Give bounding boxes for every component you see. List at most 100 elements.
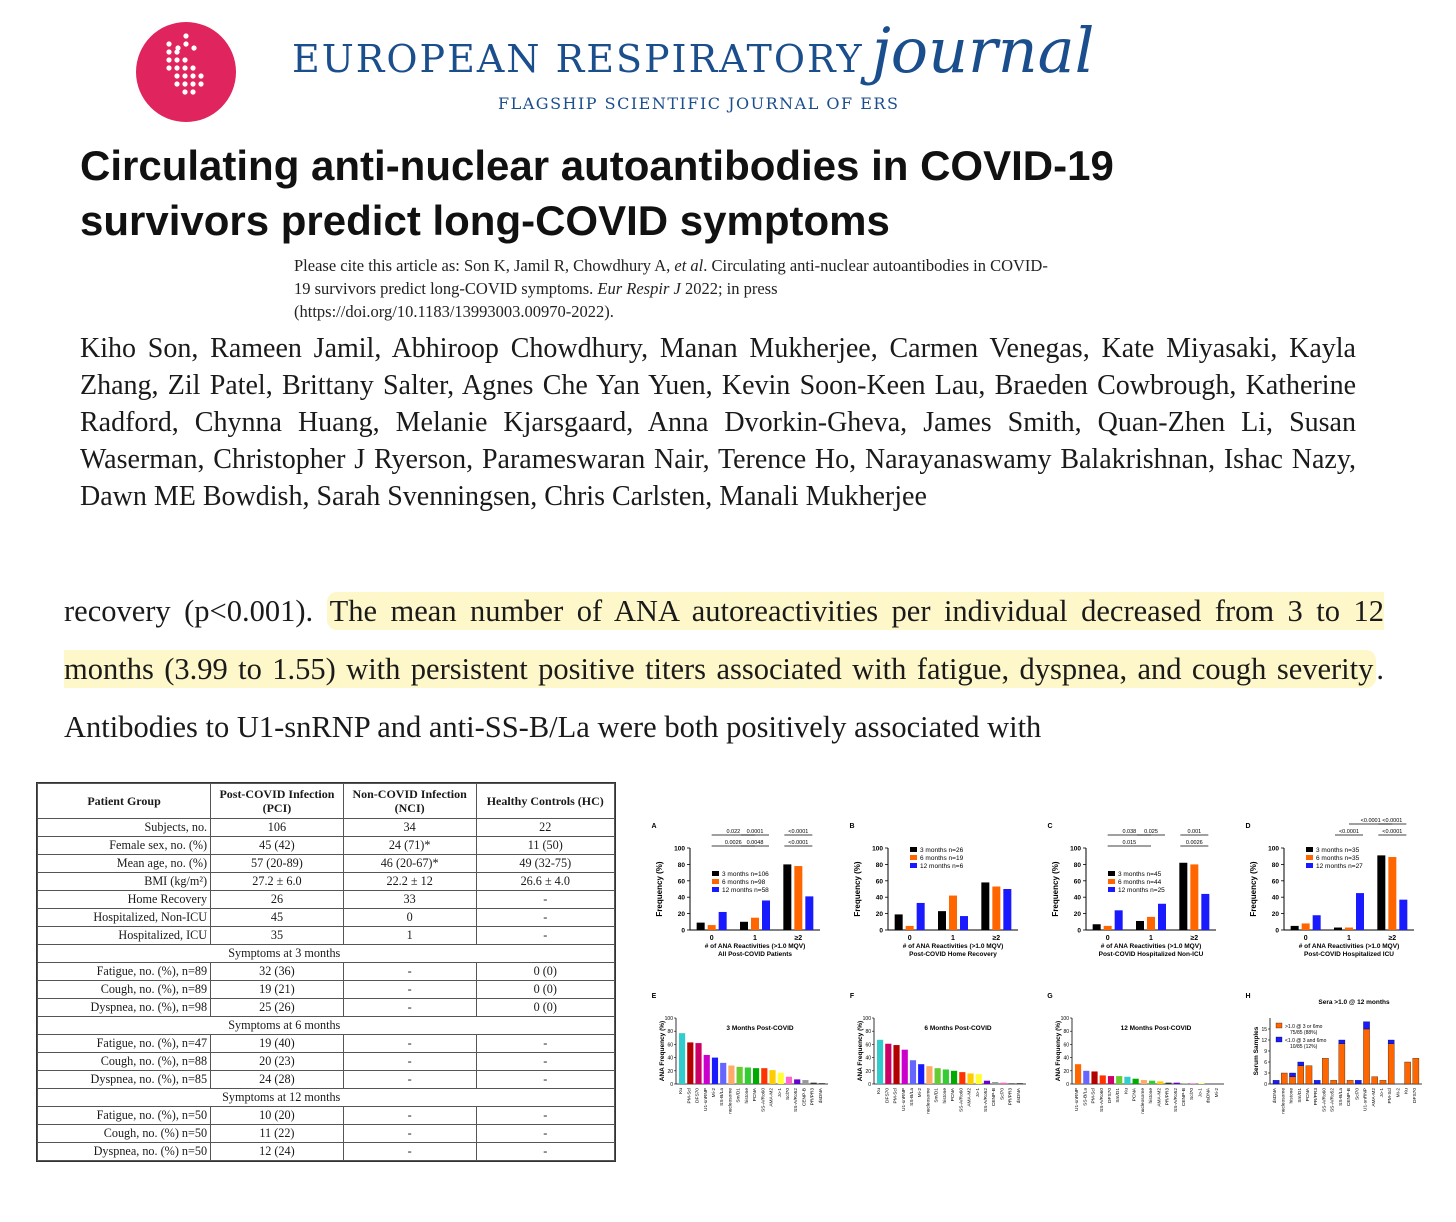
y-tick-label: 40 bbox=[667, 1056, 673, 1062]
bar bbox=[1356, 893, 1364, 930]
x-tick-label: PR/PR3 bbox=[1165, 1088, 1171, 1106]
table-row-label: Mean age, no. (%) bbox=[36, 854, 212, 873]
p-value-label: <0.0001 bbox=[788, 840, 808, 846]
table-cell: 12 (24) bbox=[210, 1142, 344, 1161]
bar bbox=[1198, 1083, 1205, 1084]
bar bbox=[1147, 916, 1155, 930]
x-tick-label: DFS70 bbox=[884, 1088, 890, 1103]
table-header-cell: Patient Group bbox=[36, 783, 212, 819]
table-row-label: Fatigue, no. (%), n=50 bbox=[36, 1106, 212, 1125]
bar bbox=[1124, 1076, 1131, 1084]
x-tick-label: AMA-M2 bbox=[769, 1088, 775, 1107]
x-tick-label: AMA-M2 bbox=[1156, 1088, 1162, 1107]
legend-swatch bbox=[1306, 863, 1313, 868]
bar bbox=[1404, 1061, 1411, 1085]
y-axis-label: Frequency (%) bbox=[655, 861, 664, 916]
p-value-label: 0.0048 bbox=[747, 840, 764, 846]
bar bbox=[783, 864, 792, 930]
logo-dot bbox=[166, 41, 172, 47]
logo-dot bbox=[175, 45, 181, 51]
y-tick-label: 20 bbox=[876, 911, 884, 918]
x-tick-label: SS-A/Ro52 bbox=[793, 1088, 799, 1112]
citation-etal: et al bbox=[674, 256, 704, 275]
table-cell: 0 (0) bbox=[475, 980, 615, 999]
legend-label: 3 months n=106 bbox=[722, 871, 769, 878]
bar bbox=[695, 1043, 702, 1084]
bar bbox=[942, 1069, 949, 1084]
table-cell: - bbox=[475, 1034, 615, 1053]
y-tick-label: 0 bbox=[681, 928, 685, 935]
y-axis-label: Frequency (%) bbox=[1249, 861, 1258, 916]
y-tick-label: 12 bbox=[1261, 1038, 1267, 1044]
p-value-label: <0.0001 bbox=[1339, 829, 1359, 835]
legend-swatch bbox=[1306, 847, 1313, 852]
author-list: Kiho Son, Rameen Jamil, Abhiroop Chowdhu… bbox=[80, 333, 1356, 512]
bar bbox=[1190, 1083, 1197, 1084]
logo-dot bbox=[182, 57, 188, 63]
x-tick-label: PCNA bbox=[752, 1087, 758, 1101]
bar bbox=[894, 914, 903, 930]
bar bbox=[1338, 1043, 1346, 1085]
y-tick-label: 100 bbox=[665, 1016, 674, 1022]
bar bbox=[1388, 857, 1397, 930]
x-tick-label: dsDNA bbox=[1016, 1087, 1022, 1103]
bar bbox=[1114, 910, 1123, 930]
bar bbox=[777, 1072, 784, 1084]
citation-mid: . Circulating anti-nuclear autoantibodie… bbox=[294, 256, 1048, 298]
y-tick-label: 100 bbox=[1061, 1016, 1070, 1022]
x-tick-label: PCNA bbox=[1305, 1087, 1311, 1101]
bar bbox=[753, 1068, 760, 1084]
table-section-label: Symptoms at 6 months bbox=[37, 1016, 344, 1035]
logo-dot bbox=[190, 81, 196, 87]
table-cell: 19 (21) bbox=[210, 980, 344, 999]
legend-label: <1.0 @ 3 and 6mo bbox=[1285, 1038, 1327, 1044]
table-cell: 34 bbox=[342, 818, 477, 837]
legend-label: 6 months n=19 bbox=[920, 855, 964, 862]
bar bbox=[687, 1042, 694, 1084]
x-tick-label: SS-A/Ro60 bbox=[1321, 1088, 1327, 1112]
table-cell: 26 bbox=[210, 890, 344, 909]
x-axis-label: # of ANA Reactivities (>1.0 MQV) bbox=[705, 943, 805, 950]
bar bbox=[1379, 1080, 1387, 1085]
x-tick-label: SS-A/Ro52 bbox=[1330, 1088, 1336, 1112]
x-tick-label: Scl70 bbox=[1189, 1088, 1195, 1100]
x-tick-label: 0 bbox=[1304, 935, 1308, 942]
bar bbox=[926, 1066, 933, 1084]
x-tick-label: AMA-M2 bbox=[967, 1088, 973, 1107]
y-tick-label: 40 bbox=[1272, 895, 1280, 902]
bar bbox=[934, 1068, 941, 1084]
abstract-post: . Antibodies to U1-snRNP and anti-SS-B/L… bbox=[64, 652, 1384, 744]
table-row-label: BMI (kg/m²) bbox=[36, 872, 212, 891]
bar bbox=[918, 1064, 925, 1084]
x-tick-label: CENP-B bbox=[1346, 1088, 1352, 1106]
p-value-label: <0.0001 bbox=[788, 829, 808, 835]
logo-dot bbox=[182, 73, 188, 79]
y-tick-label: 80 bbox=[876, 862, 884, 869]
table-section-label: Symptoms at 12 months bbox=[37, 1088, 344, 1107]
table-cell: - bbox=[475, 1070, 615, 1089]
bar bbox=[1399, 899, 1408, 930]
panel-letter: B bbox=[849, 823, 854, 830]
p-value-label: 0.025 bbox=[1144, 829, 1158, 835]
bar bbox=[679, 1033, 686, 1084]
table-row-label: Fatigue, no. (%), n=47 bbox=[36, 1034, 212, 1053]
y-axis-label: ANA Frequency (%) bbox=[857, 1021, 864, 1081]
table-cell: - bbox=[342, 1070, 477, 1089]
bar bbox=[728, 1065, 735, 1084]
bar bbox=[951, 1070, 958, 1084]
y-tick-label: 60 bbox=[678, 878, 686, 885]
y-tick-label: 80 bbox=[678, 862, 686, 869]
table-cell: 22 bbox=[475, 818, 615, 837]
table-row: Cough, no. (%), n=88 20 (23) - - bbox=[36, 1052, 615, 1071]
y-axis-label: Serum Samples bbox=[1253, 1026, 1260, 1075]
bar bbox=[1355, 1080, 1362, 1085]
y-tick-label: 100 bbox=[863, 1016, 872, 1022]
legend-label: 12 months n=25 bbox=[1118, 887, 1165, 894]
table-row: Fatigue, no. (%), n=47 19 (40) - - bbox=[36, 1034, 615, 1053]
table-header-cell: Post-COVID Infection (PCI) bbox=[210, 783, 344, 819]
bar bbox=[1313, 1080, 1321, 1085]
p-value-label: 0.0026 bbox=[725, 840, 742, 846]
x-tick-label: histone bbox=[1148, 1088, 1154, 1104]
p-value-label: 0.0026 bbox=[1186, 840, 1203, 846]
y-tick-label: 9 bbox=[1264, 1049, 1267, 1055]
